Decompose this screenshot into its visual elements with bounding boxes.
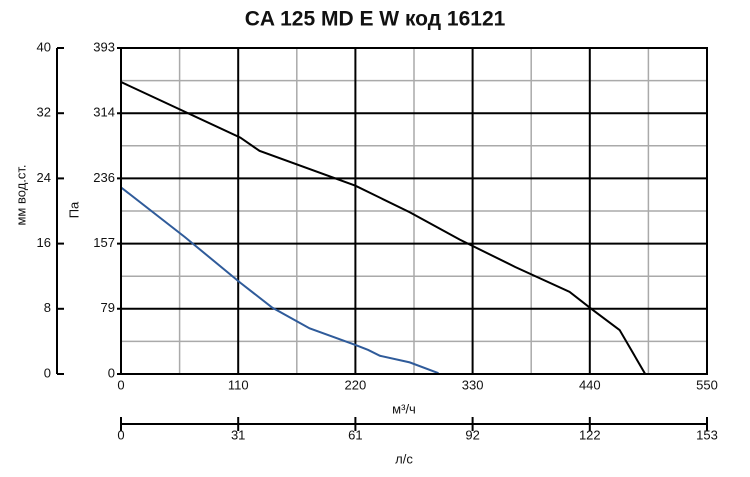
y2-tick-label: 32 [37,105,51,120]
y2-tick-label: 24 [37,170,51,185]
y-tick-label: 79 [101,300,115,315]
x-tick-label: 110 [228,377,249,392]
x2-tick-label: 153 [696,427,718,442]
y-tick-label: 393 [93,39,115,54]
y2-axis-label: мм вод.ст. [13,164,28,225]
y-tick-label: 314 [93,105,115,120]
y-axis-label: Па [66,201,81,218]
y2-tick-label: 40 [37,39,51,54]
y-tick-label: 0 [108,365,115,380]
x-tick-label: 220 [345,377,367,392]
y2-tick-label: 16 [37,235,51,250]
y-tick-label: 157 [93,235,115,250]
x2-axis-label: л/с [395,451,413,466]
x-tick-label: 0 [117,377,124,392]
x2-tick-label: 31 [231,427,245,442]
x2-tick-label: 122 [579,427,601,442]
x-tick-label: 550 [696,377,718,392]
x2-tick-label: 0 [117,427,124,442]
x-axis-label: м³/ч [392,401,416,416]
chart-title: CA 125 MD E W код 16121 [245,8,506,31]
y2-tick-label: 0 [44,365,51,380]
y-tick-label: 236 [93,170,115,185]
curve [120,81,647,375]
x-tick-label: 440 [579,377,601,392]
x2-tick-label: 61 [348,427,362,442]
plot-frame [120,47,708,375]
x-tick-label: 330 [462,377,484,392]
y2-tick-label: 8 [44,300,51,315]
x2-tick-label: 92 [465,427,479,442]
curve [120,186,439,375]
